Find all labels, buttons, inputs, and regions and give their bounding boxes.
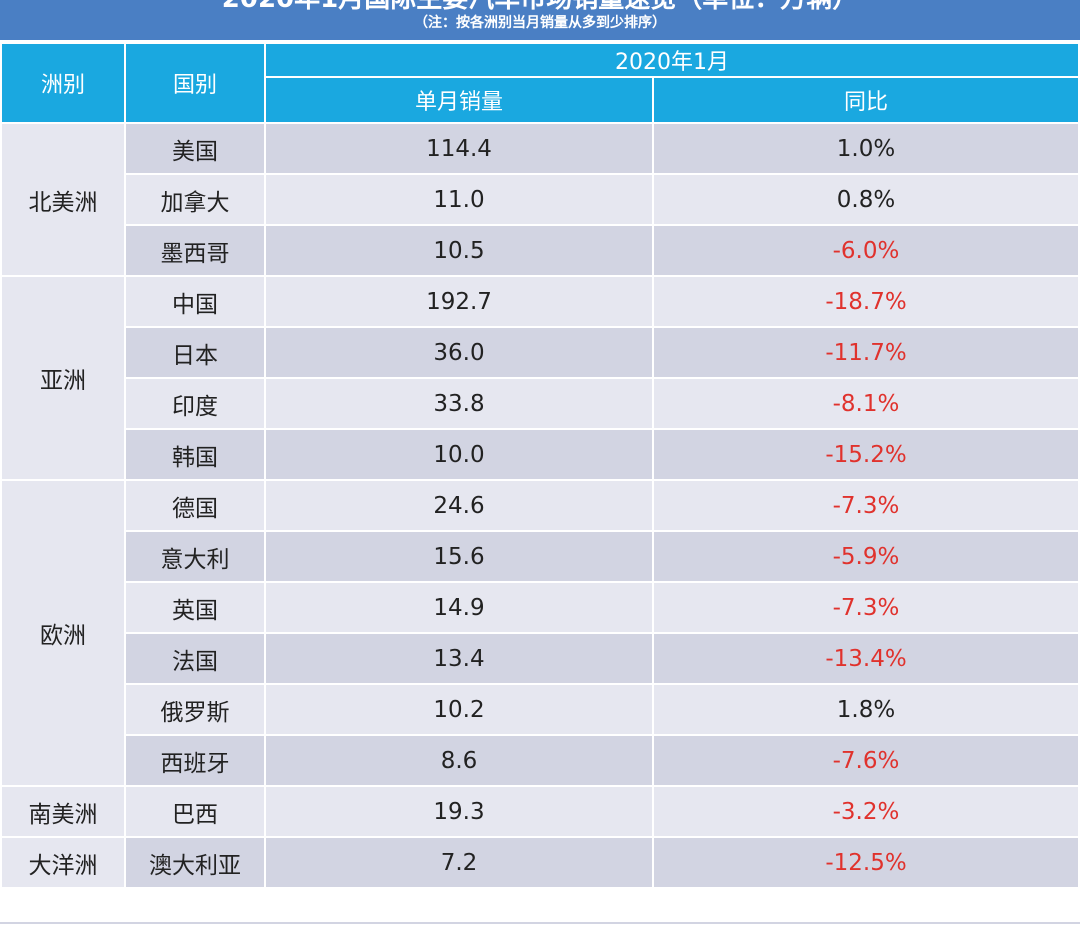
yoy-cell: -7.6%: [652, 734, 1080, 787]
yoy-cell: -12.5%: [652, 836, 1080, 889]
yoy-cell: 1.8%: [652, 683, 1080, 736]
sales-cell: 19.3: [264, 785, 654, 838]
sales-cell: 11.0: [264, 173, 654, 226]
country-cell: 日本: [124, 326, 266, 379]
yoy-cell: -7.3%: [652, 479, 1080, 532]
country-cell: 加拿大: [124, 173, 266, 226]
continent-cell: 南美洲: [0, 785, 126, 838]
table-row: 亚洲 中国 192.7 -18.7%: [0, 275, 1080, 481]
header-sales: 单月销量: [264, 76, 654, 124]
country-cell: 印度: [124, 377, 266, 430]
yoy-cell: -18.7%: [652, 275, 1080, 328]
continent-cell: 亚洲: [0, 275, 126, 481]
continent-cell: 欧洲: [0, 479, 126, 787]
yoy-cell: -8.1%: [652, 377, 1080, 430]
footer-strip: [0, 922, 1080, 944]
country-cell: 韩国: [124, 428, 266, 481]
sales-cell: 10.2: [264, 683, 654, 736]
table-row: 印度 33.8 -8.1%: [1, 377, 1080, 430]
table-body: 北美洲 美国 114.4 1.0% 加拿大 11.0 0.8% 墨西哥 10.5 -6.0% 亚洲中…: [0, 122, 1080, 889]
yoy-cell: -6.0%: [652, 224, 1080, 277]
yoy-cell: -7.3%: [652, 581, 1080, 634]
sales-cell: 36.0: [264, 326, 654, 379]
table-row: 俄罗斯 10.2 1.8%: [1, 683, 1080, 736]
yoy-cell: -11.7%: [652, 326, 1080, 379]
continent-cell: 大洋洲: [0, 836, 126, 889]
sales-cell: 7.2: [264, 836, 654, 889]
sales-cell: 114.4: [264, 122, 654, 175]
country-cell: 西班牙: [124, 734, 266, 787]
table-row: 大洋洲 澳大利亚 7.2 -12.5%: [0, 836, 1080, 889]
header-period: 2020年1月: [264, 42, 1080, 78]
table-row: 意大利 15.6 -5.9%: [1, 530, 1080, 583]
country-cell: 德国: [124, 479, 266, 532]
country-cell: 意大利: [124, 530, 266, 583]
yoy-cell: -3.2%: [652, 785, 1080, 838]
table-row: 日本 36.0 -11.7%: [1, 326, 1080, 379]
country-cell: 中国: [124, 275, 266, 328]
table-row: 英国 14.9 -7.3%: [1, 581, 1080, 634]
table-row: 韩国 10.0 -15.2%: [1, 428, 1080, 481]
country-cell: 俄罗斯: [124, 683, 266, 736]
table-header: 洲别 国别 2020年1月 单月销量 同比: [0, 42, 1080, 124]
header-country: 国别: [124, 42, 266, 124]
yoy-cell: 1.0%: [652, 122, 1080, 175]
country-cell: 法国: [124, 632, 266, 685]
country-cell: 巴西: [124, 785, 266, 838]
table-note: （注：按各洲别当月销量从多到少排序）: [414, 15, 666, 31]
table-row: 法国 13.4 -13.4%: [1, 632, 1080, 685]
sales-cell: 14.9: [264, 581, 654, 634]
country-cell: 墨西哥: [124, 224, 266, 277]
table-row: 欧洲 德国 24.6 -7.3%: [0, 479, 1080, 787]
sales-cell: 15.6: [264, 530, 654, 583]
table-row: 西班牙 8.6 -7.6%: [1, 734, 1080, 787]
sales-cell: 10.0: [264, 428, 654, 481]
table-row: 南美洲 巴西 19.3 -3.2%: [0, 785, 1080, 838]
table-row: 加拿大 11.0 0.8%: [1, 173, 1080, 226]
continent-cell: 北美洲: [0, 122, 126, 277]
sales-cell: 33.8: [264, 377, 654, 430]
yoy-cell: 0.8%: [652, 173, 1080, 226]
yoy-cell: -15.2%: [652, 428, 1080, 481]
sales-cell: 24.6: [264, 479, 654, 532]
sales-cell: 8.6: [264, 734, 654, 787]
country-cell: 澳大利亚: [124, 836, 266, 889]
title-bar: 2020年1月国际主要汽车市场销量速览（单位：万辆） （注：按各洲别当月销量从多…: [0, 0, 1080, 40]
sales-cell: 13.4: [264, 632, 654, 685]
header-continent: 洲别: [0, 42, 126, 124]
country-cell: 英国: [124, 581, 266, 634]
sales-table: 洲别 国别 2020年1月 单月销量 同比 北美洲 美国 114.4 1.0% 加拿大 1…: [0, 42, 1080, 889]
table-title: 2020年1月国际主要汽车市场销量速览（单位：万辆）: [0, 0, 1080, 14]
table-row: 墨西哥 10.5 -6.0%: [1, 224, 1080, 277]
table-row: 北美洲 美国 114.4 1.0%: [0, 122, 1080, 277]
yoy-cell: -13.4%: [652, 632, 1080, 685]
sales-cell: 192.7: [264, 275, 654, 328]
header-yoy: 同比: [652, 76, 1080, 124]
yoy-cell: -5.9%: [652, 530, 1080, 583]
country-cell: 美国: [124, 122, 266, 175]
sales-cell: 10.5: [264, 224, 654, 277]
